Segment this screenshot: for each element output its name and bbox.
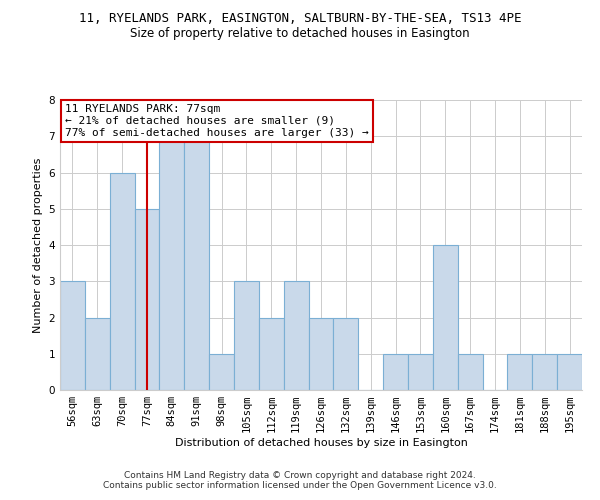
Bar <box>234 281 259 390</box>
Text: 11 RYELANDS PARK: 77sqm
← 21% of detached houses are smaller (9)
77% of semi-det: 11 RYELANDS PARK: 77sqm ← 21% of detache… <box>65 104 369 138</box>
Bar <box>308 318 334 390</box>
Bar <box>433 245 458 390</box>
Text: Contains HM Land Registry data © Crown copyright and database right 2024.
Contai: Contains HM Land Registry data © Crown c… <box>103 470 497 490</box>
Bar <box>110 172 134 390</box>
Bar <box>85 318 110 390</box>
X-axis label: Distribution of detached houses by size in Easington: Distribution of detached houses by size … <box>175 438 467 448</box>
Bar <box>532 354 557 390</box>
Bar <box>209 354 234 390</box>
Bar <box>134 209 160 390</box>
Bar <box>184 136 209 390</box>
Bar <box>408 354 433 390</box>
Bar <box>160 136 184 390</box>
Bar <box>557 354 582 390</box>
Bar <box>284 281 308 390</box>
Bar <box>458 354 482 390</box>
Bar <box>383 354 408 390</box>
Text: 11, RYELANDS PARK, EASINGTON, SALTBURN-BY-THE-SEA, TS13 4PE: 11, RYELANDS PARK, EASINGTON, SALTBURN-B… <box>79 12 521 26</box>
Bar <box>508 354 532 390</box>
Text: Size of property relative to detached houses in Easington: Size of property relative to detached ho… <box>130 28 470 40</box>
Y-axis label: Number of detached properties: Number of detached properties <box>33 158 43 332</box>
Bar <box>259 318 284 390</box>
Bar <box>334 318 358 390</box>
Bar <box>60 281 85 390</box>
